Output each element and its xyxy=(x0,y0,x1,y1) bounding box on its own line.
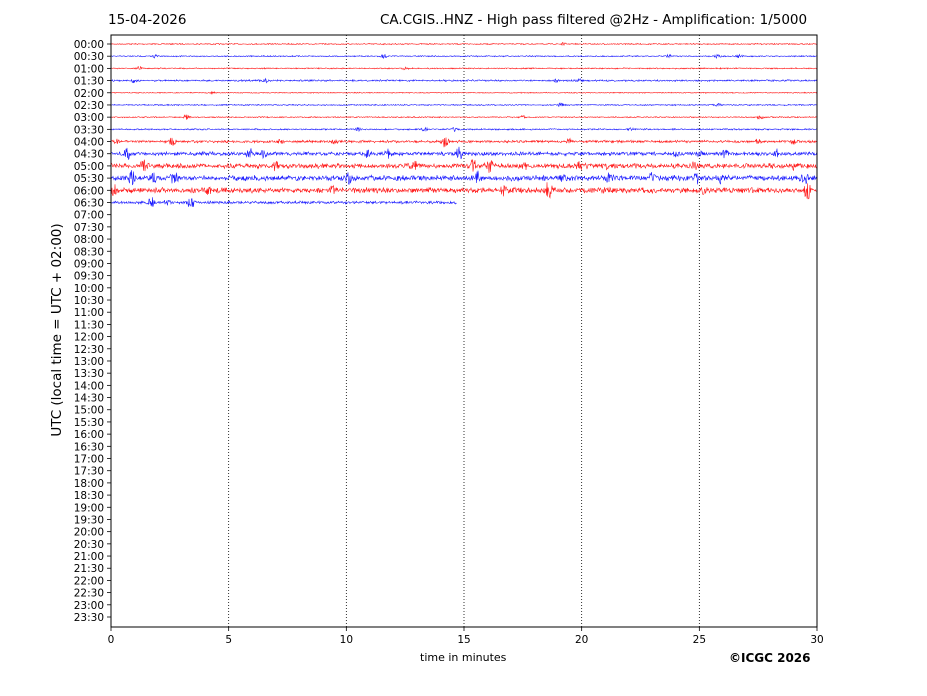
plot-frame xyxy=(111,35,817,627)
y-tick-label: 13:30 xyxy=(74,368,104,380)
x-tick-label: 30 xyxy=(810,634,823,646)
y-tick-label: 07:30 xyxy=(74,222,104,234)
y-tick-label: 18:30 xyxy=(74,490,104,502)
y-tick-label: 13:00 xyxy=(74,356,104,368)
y-tick-label: 02:00 xyxy=(74,88,104,100)
trace-06:30 xyxy=(111,197,457,207)
x-tick-label: 20 xyxy=(575,634,588,646)
y-tick-label: 22:30 xyxy=(74,588,104,600)
seismogram-plot: 00:0000:3001:0001:3002:0002:3003:0003:30… xyxy=(0,0,927,696)
y-tick-label: 23:30 xyxy=(74,612,104,624)
trace-06:00 xyxy=(111,182,817,199)
y-tick-label: 12:30 xyxy=(74,344,104,356)
x-tick-label: 25 xyxy=(693,634,706,646)
trace-03:30 xyxy=(111,127,817,131)
y-tick-label: 20:00 xyxy=(74,527,104,539)
y-tick-label: 10:30 xyxy=(74,295,104,307)
y-tick-label: 05:30 xyxy=(74,173,104,185)
y-tick-label: 15:00 xyxy=(74,405,104,417)
y-tick-label: 04:00 xyxy=(74,137,104,149)
y-tick-label: 03:00 xyxy=(74,112,104,124)
y-tick-label: 08:30 xyxy=(74,246,104,258)
helicorder-figure: 15-04-2026 CA.CGIS..HNZ - High pass filt… xyxy=(0,0,927,696)
y-tick-label: 00:00 xyxy=(74,39,104,51)
y-tick-label: 20:30 xyxy=(74,539,104,551)
y-tick-label: 14:00 xyxy=(74,380,104,392)
x-tick-label: 15 xyxy=(457,634,470,646)
x-tick-label: 10 xyxy=(340,634,353,646)
y-tick-label: 12:00 xyxy=(74,332,104,344)
y-tick-label: 11:30 xyxy=(74,319,104,331)
y-tick-label: 01:00 xyxy=(74,63,104,75)
y-tick-label: 19:00 xyxy=(74,502,104,514)
y-tick-label: 14:30 xyxy=(74,393,104,405)
x-tick-label: 0 xyxy=(108,634,115,646)
trace-01:00 xyxy=(111,67,817,70)
y-tick-label: 09:30 xyxy=(74,271,104,283)
y-tick-label: 08:00 xyxy=(74,234,104,246)
y-tick-label: 06:00 xyxy=(74,185,104,197)
y-tick-label: 04:30 xyxy=(74,149,104,161)
y-tick-label: 21:30 xyxy=(74,563,104,575)
y-tick-label: 03:30 xyxy=(74,124,104,136)
trace-00:30 xyxy=(111,54,817,58)
y-tick-label: 19:30 xyxy=(74,514,104,526)
y-tick-label: 10:00 xyxy=(74,283,104,295)
y-tick-label: 17:00 xyxy=(74,454,104,466)
y-tick-label: 00:30 xyxy=(74,51,104,63)
trace-01:30 xyxy=(111,79,817,83)
y-tick-label: 17:30 xyxy=(74,466,104,478)
y-tick-label: 01:30 xyxy=(74,76,104,88)
trace-03:00 xyxy=(111,115,817,120)
y-tick-label: 18:00 xyxy=(74,478,104,490)
trace-02:30 xyxy=(111,103,817,106)
y-tick-label: 22:00 xyxy=(74,575,104,587)
y-tick-label: 15:30 xyxy=(74,417,104,429)
y-tick-label: 23:00 xyxy=(74,600,104,612)
y-tick-label: 11:00 xyxy=(74,307,104,319)
y-tick-label: 02:30 xyxy=(74,100,104,112)
y-tick-label: 06:30 xyxy=(74,197,104,209)
y-tick-label: 09:00 xyxy=(74,258,104,270)
trace-04:30 xyxy=(111,147,817,160)
x-tick-label: 5 xyxy=(225,634,232,646)
y-tick-label: 05:00 xyxy=(74,161,104,173)
y-tick-label: 16:30 xyxy=(74,441,104,453)
y-tick-label: 21:00 xyxy=(74,551,104,563)
trace-04:00 xyxy=(111,138,817,148)
y-tick-label: 16:00 xyxy=(74,429,104,441)
y-tick-label: 07:00 xyxy=(74,210,104,222)
